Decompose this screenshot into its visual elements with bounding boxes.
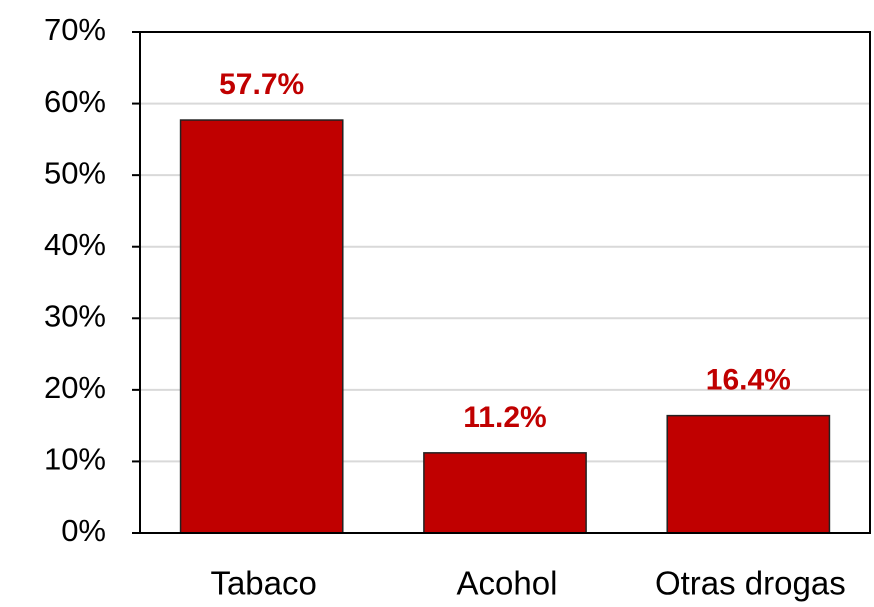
bar (666, 414, 831, 534)
value-label: 16.4% (706, 364, 791, 397)
value-label: 57.7% (219, 68, 304, 101)
y-tick-label: 40% (44, 227, 106, 262)
x-tick-label: Otras drogas (655, 565, 846, 602)
y-tick-label: 30% (44, 298, 106, 333)
y-tick-label: 20% (44, 370, 106, 405)
y-tick-label: 10% (44, 442, 106, 477)
bar (423, 452, 587, 534)
bar (179, 119, 344, 534)
y-tick-label: 70% (44, 12, 106, 47)
y-tick-label: 50% (44, 155, 106, 190)
value-label: 11.2% (463, 401, 546, 434)
y-tick-label: 0% (61, 513, 106, 548)
x-tick-label: Tabaco (210, 565, 316, 602)
x-tick-label: Acohol (457, 565, 558, 602)
y-tick-label: 60% (44, 84, 106, 119)
plot-border (139, 31, 871, 534)
